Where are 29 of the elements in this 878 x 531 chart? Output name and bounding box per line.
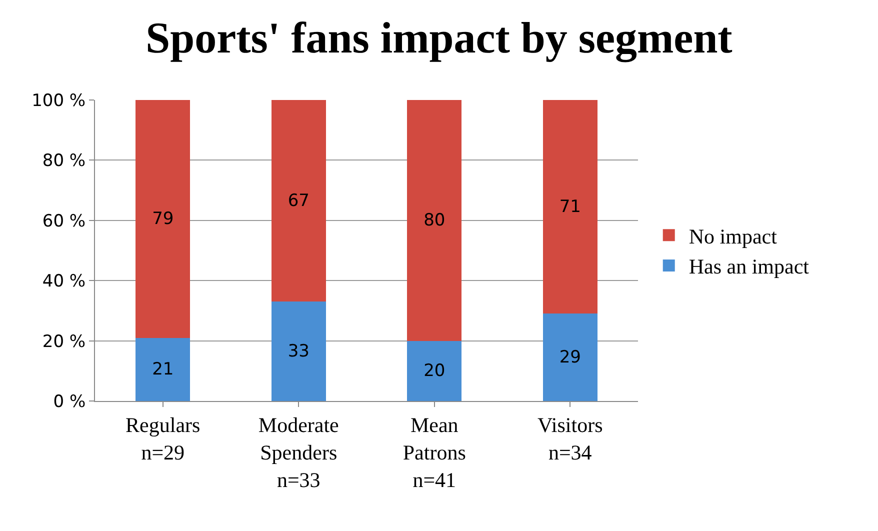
x-tick-label: Visitors n=34 bbox=[538, 413, 603, 464]
data-label: 80 bbox=[424, 210, 446, 230]
x-tick-label: Moderate Spenders n=33 bbox=[258, 413, 339, 492]
bar bbox=[407, 340, 462, 401]
data-label: 67 bbox=[288, 190, 310, 211]
bar bbox=[542, 314, 598, 401]
x-tick-label: Mean Patrons n=41 bbox=[402, 413, 466, 492]
bar bbox=[271, 100, 326, 302]
y-tick-label: 0 % bbox=[53, 392, 86, 412]
bar bbox=[271, 302, 326, 401]
data-label: 20 bbox=[424, 360, 446, 381]
bar bbox=[407, 100, 462, 341]
bar bbox=[136, 338, 190, 401]
bar bbox=[542, 100, 598, 314]
legend-label: No impact bbox=[688, 224, 778, 248]
y-tick-label: 20 % bbox=[42, 332, 86, 352]
y-tick-label: 60 % bbox=[42, 211, 86, 232]
legend-label: Has an impact bbox=[688, 254, 810, 279]
data-label: 79 bbox=[152, 208, 174, 229]
y-tick-label: 40 % bbox=[42, 272, 86, 292]
bar bbox=[136, 100, 190, 338]
chart-title: Sports' fans impact by segment bbox=[146, 14, 733, 63]
data-label: 71 bbox=[559, 196, 581, 217]
x-tick-label: Regulars n=29 bbox=[126, 413, 200, 464]
data-label: 33 bbox=[288, 341, 310, 362]
data-label: 29 bbox=[559, 347, 581, 368]
data-label: 21 bbox=[152, 359, 174, 380]
y-tick-label: 80 % bbox=[42, 151, 86, 172]
y-tick-label: 100 % bbox=[32, 90, 86, 111]
